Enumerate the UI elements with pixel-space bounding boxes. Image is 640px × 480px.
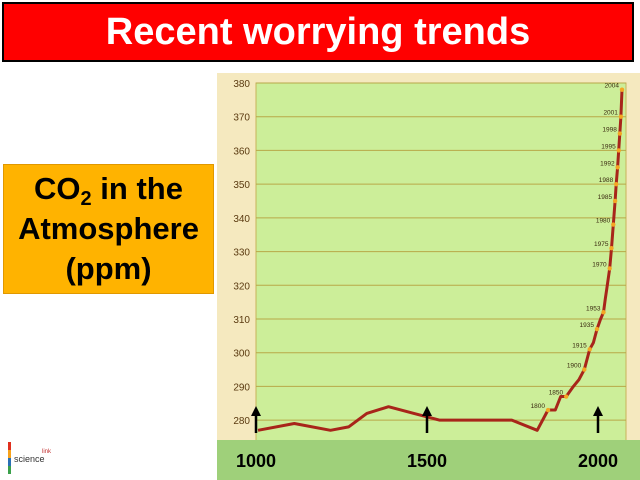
annotation-1850: 1850	[549, 390, 564, 397]
annotation-1953: 1953	[586, 305, 601, 312]
y-tick-labels: 280 290 300 310 320 330 340 350 360 370 380	[233, 79, 250, 427]
x-label-1500: 1500	[407, 451, 447, 471]
annotation-1970: 1970	[592, 261, 607, 268]
marker-1988	[613, 181, 619, 187]
marker-1900	[582, 367, 587, 372]
y-tick-350: 350	[233, 180, 250, 191]
marker-2001	[618, 114, 624, 119]
arrow-head-2000	[593, 406, 603, 416]
x-label-1000: 1000	[236, 451, 276, 471]
y-tick-280: 280	[233, 416, 250, 427]
annotation-1935: 1935	[580, 322, 595, 329]
logo-bar-red	[8, 442, 11, 450]
logo-bar-orange	[8, 450, 11, 458]
marker-1995	[616, 148, 621, 153]
logo-text: science	[14, 454, 45, 464]
x-axis-strip	[217, 440, 640, 480]
y-tick-330: 330	[233, 248, 250, 259]
y-tick-360: 360	[233, 146, 250, 157]
title-banner: Recent worrying trends	[2, 2, 634, 62]
marker-1915	[587, 347, 592, 352]
marker-1970	[607, 266, 612, 271]
co2-label-line2: Atmosphere	[18, 211, 199, 246]
x-label-2000: 2000	[578, 451, 618, 471]
marker-1985	[612, 198, 618, 204]
grid-lines	[256, 82, 626, 421]
co2-label-line1: CO2 in the	[34, 169, 183, 209]
plot-area	[255, 82, 627, 444]
co2-label-in-the: in the	[91, 171, 183, 206]
arrow-head-1000	[251, 406, 261, 416]
marker-1980	[611, 222, 616, 227]
annotation-1988: 1988	[599, 177, 614, 184]
arrow-head-1500	[422, 406, 432, 416]
co2-label-subscript: 2	[80, 188, 92, 210]
annotation-1975: 1975	[594, 241, 609, 248]
annotation-1998: 1998	[602, 127, 617, 134]
marker-1998	[617, 131, 623, 136]
logo-bar-blue	[8, 458, 11, 466]
logo-bar-green	[8, 466, 11, 474]
annotation-1992: 1992	[600, 160, 615, 167]
x-axis-labels: 1000 1500 2000	[236, 451, 618, 471]
slide-title: Recent worrying trends	[105, 10, 531, 53]
marker-1992	[615, 165, 620, 170]
annotation-2001: 2001	[603, 110, 618, 117]
sciencelink-logo: science link	[8, 442, 52, 474]
marker-1953	[601, 310, 606, 315]
annotation-1985: 1985	[598, 194, 613, 201]
marker-2004	[619, 87, 625, 92]
annotation-1980: 1980	[596, 218, 611, 225]
logo-superscript: link	[42, 449, 52, 455]
x-axis-arrows	[251, 406, 603, 433]
y-tick-300: 300	[233, 349, 250, 360]
data-series	[257, 89, 624, 432]
annotation-1900: 1900	[567, 363, 582, 370]
y-tick-370: 370	[233, 113, 250, 124]
annotation-1800: 1800	[531, 403, 546, 410]
annotation-1915: 1915	[572, 342, 587, 349]
y-tick-340: 340	[233, 214, 250, 225]
marker-1850	[563, 394, 569, 399]
co2-label-line3: (ppm)	[65, 251, 152, 286]
marker-1800	[545, 407, 551, 413]
co2-label-box: CO2 in the Atmosphere (ppm)	[3, 164, 214, 294]
annotation-1995: 1995	[601, 143, 616, 150]
marker-1975	[609, 246, 614, 251]
co2-series-line	[257, 89, 624, 432]
y-tick-380: 380	[233, 79, 250, 90]
marker-1935	[594, 326, 600, 332]
co2-label-co: CO	[34, 171, 81, 206]
y-tick-320: 320	[233, 281, 250, 292]
y-tick-310: 310	[233, 315, 250, 326]
year-annotations: 2004 2001 1998 1995 1992 1988 1985 1980 1975 1970…	[531, 83, 625, 413]
y-tick-290: 290	[233, 382, 250, 393]
annotation-2004: 2004	[605, 83, 620, 90]
